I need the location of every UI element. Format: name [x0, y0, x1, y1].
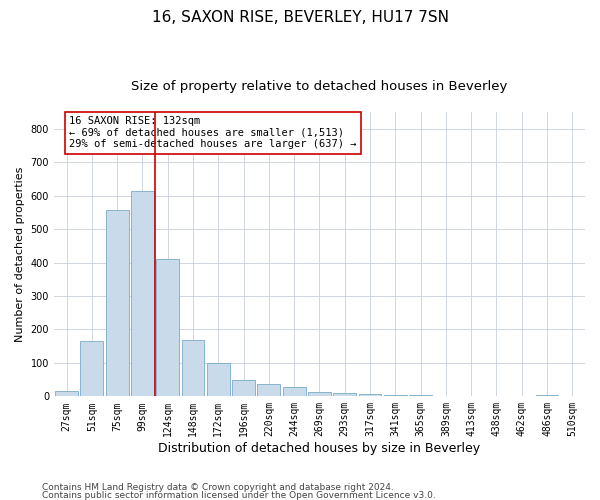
Text: Contains public sector information licensed under the Open Government Licence v3: Contains public sector information licen… — [42, 491, 436, 500]
Bar — [257, 384, 280, 396]
Y-axis label: Number of detached properties: Number of detached properties — [15, 166, 25, 342]
Bar — [157, 260, 179, 396]
Bar — [80, 341, 103, 396]
Bar — [409, 395, 432, 396]
X-axis label: Distribution of detached houses by size in Beverley: Distribution of detached houses by size … — [158, 442, 481, 455]
Bar — [283, 387, 305, 396]
Bar — [106, 210, 128, 396]
Text: Contains HM Land Registry data © Crown copyright and database right 2024.: Contains HM Land Registry data © Crown c… — [42, 484, 394, 492]
Bar — [308, 392, 331, 396]
Bar — [131, 191, 154, 396]
Bar — [207, 363, 230, 396]
Bar — [232, 380, 255, 396]
Text: 16 SAXON RISE: 132sqm
← 69% of detached houses are smaller (1,513)
29% of semi-d: 16 SAXON RISE: 132sqm ← 69% of detached … — [69, 116, 356, 150]
Text: 16, SAXON RISE, BEVERLEY, HU17 7SN: 16, SAXON RISE, BEVERLEY, HU17 7SN — [151, 10, 449, 25]
Bar — [536, 394, 559, 396]
Bar — [55, 392, 78, 396]
Bar — [182, 340, 205, 396]
Bar — [359, 394, 382, 396]
Bar — [334, 393, 356, 396]
Title: Size of property relative to detached houses in Beverley: Size of property relative to detached ho… — [131, 80, 508, 93]
Bar — [384, 394, 407, 396]
